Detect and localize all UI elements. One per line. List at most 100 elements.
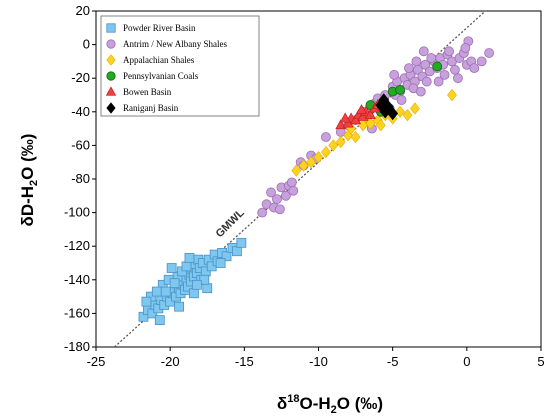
data-point — [166, 263, 177, 273]
x-axis-ticks: -25 -20 -15 -10 -5 0 5 — [87, 347, 545, 369]
data-point — [453, 73, 463, 84]
data-point — [460, 43, 471, 53]
legend-marker — [105, 86, 117, 96]
data-point — [221, 251, 232, 262]
data-point — [272, 194, 282, 205]
data-point — [236, 237, 247, 248]
y-tick-label: -20 — [71, 70, 90, 85]
data-point — [450, 64, 460, 75]
data-point — [280, 190, 291, 201]
data-point — [232, 246, 242, 257]
legend-item: Bowen Basin — [105, 86, 172, 97]
legend: Powder River Basin Antrim / New Albany Sh… — [100, 15, 260, 117]
legend-marker — [106, 39, 116, 49]
y-tick-label: -120 — [64, 238, 90, 253]
data-point — [291, 164, 302, 177]
data-point — [447, 88, 457, 102]
data-point — [202, 283, 213, 294]
x-tick-label: 0 — [463, 354, 470, 369]
series-appalachian-shales — [291, 88, 457, 177]
data-point — [321, 146, 331, 159]
data-point — [364, 109, 376, 120]
data-point — [389, 69, 400, 80]
data-point — [432, 61, 443, 72]
y-tick-label: -100 — [64, 205, 90, 220]
x-tick-label: -5 — [387, 354, 399, 369]
x-tick-label: 5 — [537, 354, 544, 369]
series-powder-river-basin — [138, 237, 247, 326]
data-point — [321, 132, 331, 142]
data-point — [313, 151, 324, 164]
data-point — [469, 63, 480, 74]
series-raniganj-basin — [375, 93, 399, 121]
data-point — [342, 117, 354, 128]
data-point — [433, 76, 444, 87]
legend-item: Powder River Basin — [106, 23, 196, 33]
series-pennsylvanian-coals — [365, 61, 443, 117]
legend-label: Bowen Basin — [123, 87, 172, 97]
data-point — [375, 119, 386, 132]
data-point — [306, 156, 316, 169]
data-point — [410, 102, 420, 115]
data-point — [174, 301, 184, 312]
y-tick-label: -60 — [71, 137, 90, 152]
data-point — [484, 48, 494, 58]
y-tick-label: 0 — [83, 37, 90, 52]
data-point — [266, 187, 276, 198]
data-point — [404, 63, 414, 74]
y-tick-label: -80 — [71, 171, 90, 186]
data-point — [396, 95, 407, 105]
data-point — [275, 204, 285, 215]
legend-label: Raniganj Basin — [123, 103, 179, 113]
legend-box — [100, 15, 260, 117]
legend-marker — [106, 71, 116, 81]
data-point — [378, 93, 390, 107]
y-tick-label: -180 — [64, 339, 90, 354]
legend-item: Raniganj Basin — [106, 102, 179, 114]
data-point — [426, 53, 437, 63]
y-axis-title: δD-H2O (‰) — [18, 134, 40, 227]
y-tick-label: -160 — [64, 305, 90, 320]
data-point — [215, 258, 226, 268]
data-point — [298, 159, 309, 172]
legend-items: Powder River Basin Antrim / New Albany Sh… — [105, 23, 227, 114]
data-point — [444, 46, 454, 57]
data-point — [356, 104, 367, 115]
data-point — [339, 112, 351, 123]
data-point — [328, 139, 339, 152]
x-tick-label: -10 — [309, 354, 328, 369]
data-point — [169, 278, 180, 289]
legend-label: Powder River Basin — [123, 23, 196, 33]
data-point — [141, 296, 152, 307]
legend-marker — [106, 54, 116, 66]
x-tick-label: -15 — [235, 354, 254, 369]
data-point — [154, 315, 165, 326]
data-point — [257, 207, 268, 218]
legend-label: Pennsylvanian Coals — [123, 71, 199, 81]
data-point — [420, 59, 431, 70]
legend-label: Antrim / New Albany Shales — [123, 39, 227, 49]
data-point — [415, 86, 426, 97]
data-point — [350, 114, 362, 125]
x-axis-title: δ18O-H2O (‰) — [277, 393, 383, 416]
y-axis-ticks: 20 0 -20 -40 -60 -80 -100 -120 -140 -160 -180 — [64, 3, 96, 354]
data-point — [395, 85, 405, 95]
data-point — [335, 135, 346, 149]
data-point — [350, 130, 361, 144]
data-point — [286, 177, 297, 188]
legend-marker — [106, 102, 116, 114]
data-point — [184, 253, 195, 263]
data-point — [288, 185, 299, 196]
x-tick-label: -25 — [87, 354, 106, 369]
data-point — [395, 105, 405, 118]
y-tick-label: -140 — [64, 272, 90, 287]
y-tick-label: -40 — [71, 104, 90, 119]
data-point — [411, 56, 422, 67]
legend-item: Appalachian Shales — [106, 54, 195, 66]
data-point — [199, 274, 210, 285]
legend-label: Appalachian Shales — [123, 55, 195, 65]
data-point — [476, 56, 487, 67]
data-point — [181, 261, 192, 272]
data-point — [160, 286, 171, 297]
